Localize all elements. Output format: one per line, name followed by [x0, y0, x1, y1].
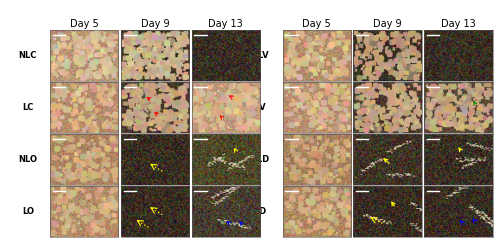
Y-axis label: NLC: NLC	[18, 51, 37, 60]
Title: Day 13: Day 13	[208, 19, 243, 30]
Title: Day 9: Day 9	[373, 19, 402, 30]
Y-axis label: NLV: NLV	[252, 51, 269, 60]
Y-axis label: NLD: NLD	[250, 155, 270, 164]
Title: Day 13: Day 13	[441, 19, 476, 30]
Y-axis label: LO: LO	[22, 207, 34, 216]
Y-axis label: LD: LD	[254, 207, 266, 216]
Y-axis label: LV: LV	[255, 103, 266, 112]
Title: Day 5: Day 5	[70, 19, 98, 30]
Title: Day 5: Day 5	[302, 19, 331, 30]
Y-axis label: LC: LC	[22, 103, 34, 112]
Y-axis label: NLO: NLO	[18, 155, 38, 164]
Title: Day 9: Day 9	[140, 19, 170, 30]
